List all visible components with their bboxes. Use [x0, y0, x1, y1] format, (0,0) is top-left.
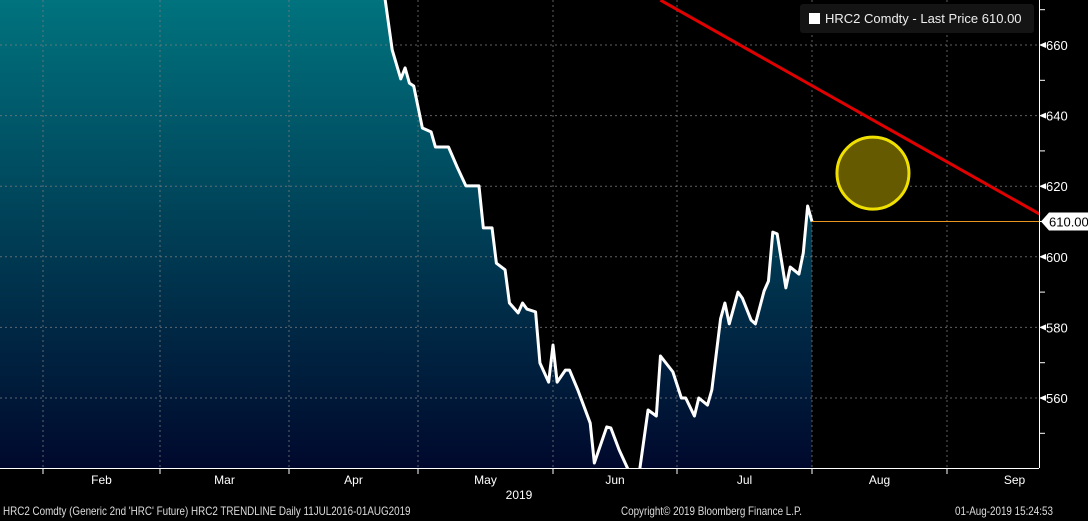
- price-line: [383, 0, 814, 468]
- y-tick-label: 660: [1046, 38, 1068, 53]
- x-axis-label: 2019: [506, 488, 533, 502]
- y-tick-mark: [1039, 183, 1046, 190]
- y-tick-mark: [1039, 42, 1046, 48]
- x-tick-label: Aug: [869, 473, 890, 487]
- x-tick-label: Mar: [214, 473, 235, 487]
- y-tick-label: 580: [1046, 320, 1068, 335]
- y-tick-label: 560: [1046, 391, 1068, 406]
- footer-copyright: Copyright© 2019 Bloomberg Finance L.P.: [621, 504, 803, 518]
- y-tick-mark: [1039, 112, 1046, 119]
- y-tick-mark: [1039, 324, 1046, 331]
- x-tick-label: Jun: [605, 473, 624, 487]
- legend: HRC2 Comdty - Last Price 610.00: [800, 4, 1034, 33]
- legend-label: HRC2 Comdty - Last Price 610.00: [825, 11, 1022, 26]
- footer-timestamp: 01-Aug-2019 15:24:53: [955, 504, 1053, 518]
- x-tick-label: Sep: [1004, 473, 1026, 487]
- x-tick-label: May: [474, 473, 497, 487]
- last-price-tag: [1041, 212, 1088, 231]
- price-area-fill: [0, 0, 812, 468]
- highlight-circle: [835, 135, 911, 211]
- y-tick-label: 600: [1046, 250, 1068, 265]
- y-tick-label: 640: [1046, 109, 1068, 124]
- x-tick-label: Apr: [344, 473, 363, 487]
- y-tick-mark: [1039, 395, 1046, 401]
- trendline: [659, 0, 1039, 216]
- y-tick-label: 620: [1046, 179, 1068, 194]
- y-tick-mark: [1039, 253, 1046, 260]
- footer-description: HRC2 Comdty (Generic 2nd 'HRC' Future) H…: [3, 504, 411, 518]
- x-tick-label: Feb: [91, 473, 112, 487]
- legend-swatch: [809, 13, 820, 24]
- x-tick-label: Jul: [737, 473, 752, 487]
- last-price-label: 610.00: [1049, 215, 1088, 230]
